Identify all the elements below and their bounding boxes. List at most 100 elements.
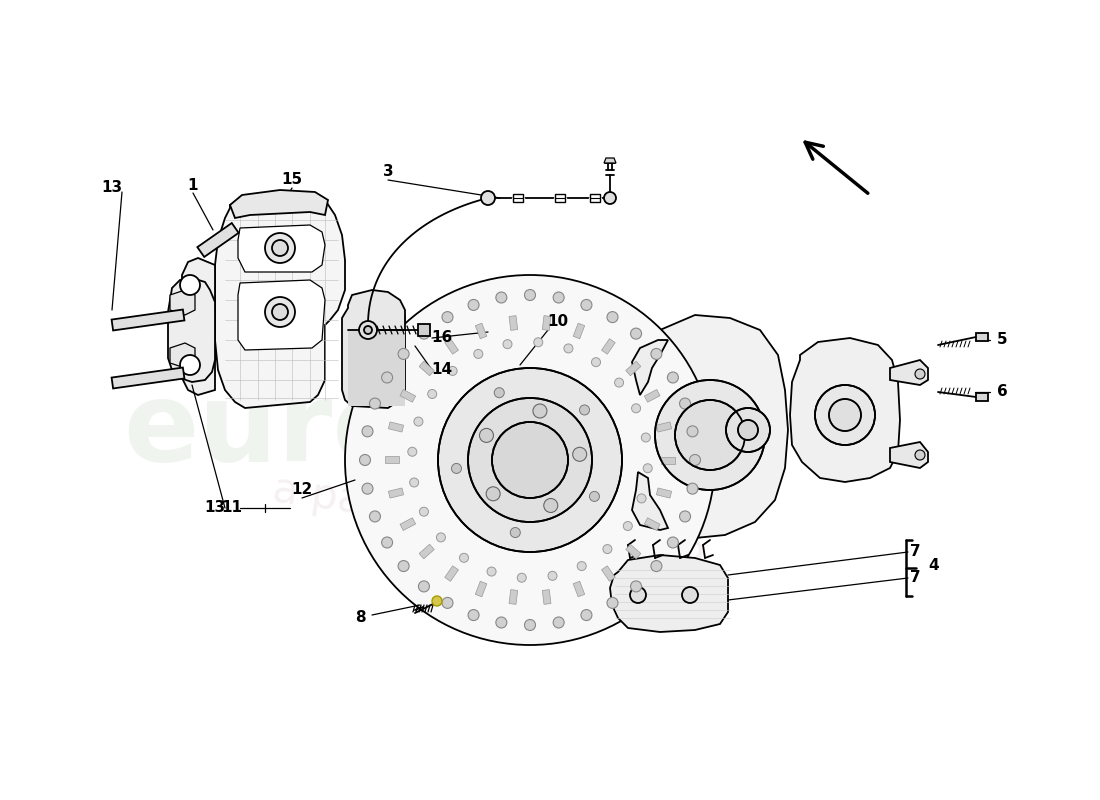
Bar	[976, 333, 988, 341]
Polygon shape	[385, 457, 399, 463]
Circle shape	[370, 398, 381, 409]
Polygon shape	[388, 488, 404, 498]
Circle shape	[607, 598, 618, 608]
Polygon shape	[661, 457, 675, 463]
Circle shape	[651, 349, 662, 359]
Polygon shape	[610, 555, 728, 632]
Circle shape	[680, 398, 691, 409]
Polygon shape	[214, 195, 345, 408]
Polygon shape	[542, 316, 551, 330]
Polygon shape	[626, 544, 641, 558]
Circle shape	[564, 344, 573, 353]
Polygon shape	[632, 472, 668, 530]
Circle shape	[437, 533, 446, 542]
Polygon shape	[182, 258, 214, 315]
Text: 6: 6	[997, 385, 1008, 399]
Polygon shape	[657, 488, 672, 498]
Circle shape	[382, 537, 393, 548]
Circle shape	[668, 372, 679, 383]
Circle shape	[360, 454, 371, 466]
Circle shape	[624, 522, 632, 530]
Polygon shape	[602, 566, 615, 582]
Circle shape	[603, 545, 612, 554]
Text: 14: 14	[431, 362, 452, 378]
Circle shape	[469, 299, 480, 310]
Circle shape	[442, 312, 453, 322]
Polygon shape	[419, 362, 435, 376]
Text: 7: 7	[910, 570, 921, 586]
Circle shape	[180, 275, 200, 295]
Text: a passion since 1985: a passion since 1985	[271, 469, 710, 571]
Circle shape	[345, 275, 715, 645]
Circle shape	[682, 587, 698, 603]
Circle shape	[460, 554, 469, 562]
Polygon shape	[444, 566, 459, 582]
Polygon shape	[636, 315, 788, 538]
Circle shape	[370, 511, 381, 522]
Circle shape	[543, 498, 558, 513]
Circle shape	[525, 290, 536, 301]
Circle shape	[418, 581, 429, 592]
Polygon shape	[573, 323, 585, 338]
Circle shape	[915, 450, 925, 460]
Polygon shape	[170, 343, 195, 368]
Circle shape	[414, 417, 422, 426]
Polygon shape	[632, 340, 668, 395]
Circle shape	[503, 340, 512, 349]
Polygon shape	[356, 300, 405, 325]
Polygon shape	[419, 544, 435, 558]
Polygon shape	[400, 390, 416, 402]
Polygon shape	[230, 190, 328, 218]
Circle shape	[525, 619, 536, 630]
Circle shape	[408, 447, 417, 456]
Polygon shape	[342, 290, 405, 408]
Circle shape	[532, 404, 547, 418]
Circle shape	[553, 617, 564, 628]
Polygon shape	[197, 223, 239, 257]
Circle shape	[829, 399, 861, 431]
Circle shape	[382, 372, 393, 383]
Polygon shape	[475, 582, 487, 597]
Polygon shape	[890, 360, 928, 385]
Circle shape	[668, 537, 679, 548]
Circle shape	[496, 617, 507, 628]
Polygon shape	[238, 225, 324, 272]
Circle shape	[548, 571, 557, 580]
Circle shape	[641, 433, 650, 442]
Text: 10: 10	[548, 314, 569, 330]
Bar	[976, 393, 988, 401]
Bar	[418, 324, 430, 336]
Text: 4: 4	[928, 558, 938, 573]
Circle shape	[480, 429, 494, 442]
Polygon shape	[182, 335, 214, 395]
Circle shape	[578, 562, 586, 570]
Circle shape	[265, 297, 295, 327]
Circle shape	[362, 483, 373, 494]
Circle shape	[688, 426, 698, 437]
Circle shape	[644, 464, 652, 473]
Circle shape	[607, 312, 618, 322]
Circle shape	[448, 366, 458, 375]
Polygon shape	[388, 422, 404, 432]
Circle shape	[630, 328, 641, 339]
Text: 8: 8	[354, 610, 365, 626]
Text: 7: 7	[910, 545, 921, 559]
Circle shape	[738, 420, 758, 440]
Polygon shape	[170, 290, 195, 315]
Polygon shape	[111, 310, 185, 330]
Circle shape	[580, 405, 590, 415]
Circle shape	[409, 478, 419, 487]
Polygon shape	[444, 338, 459, 354]
Polygon shape	[348, 330, 405, 406]
Circle shape	[654, 380, 764, 490]
Circle shape	[631, 404, 640, 413]
Circle shape	[469, 610, 480, 621]
Circle shape	[364, 326, 372, 334]
Polygon shape	[542, 590, 551, 604]
Circle shape	[630, 581, 641, 592]
Circle shape	[915, 369, 925, 379]
Polygon shape	[645, 518, 660, 530]
Circle shape	[451, 463, 462, 474]
Circle shape	[468, 398, 592, 522]
Circle shape	[590, 491, 600, 502]
